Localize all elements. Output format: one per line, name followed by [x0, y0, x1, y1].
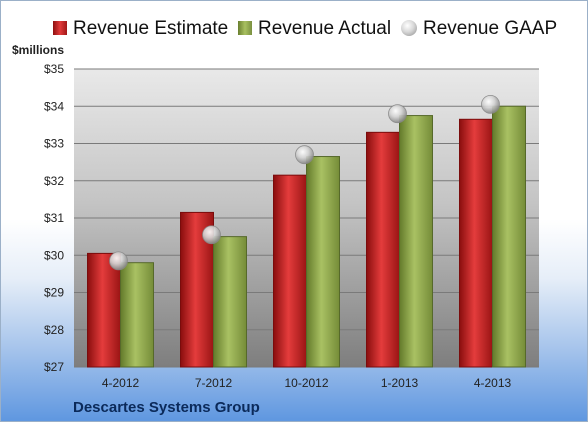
- legend-marker-gaap: [401, 20, 417, 36]
- bars: [87, 105, 526, 368]
- bar-revenue-actual: [120, 262, 154, 368]
- legend-swatch-estimate: [53, 21, 67, 35]
- x-tick-label: 10-2012: [284, 376, 328, 390]
- y-tick-label: $33: [44, 137, 64, 151]
- legend-label-gaap: Revenue GAAP: [423, 18, 558, 39]
- legend-item-revenue-estimate: Revenue Estimate: [53, 15, 228, 43]
- bar-revenue-actual: [306, 156, 340, 368]
- y-tick-label: $27: [44, 360, 64, 374]
- marker-revenue-gaap: [388, 104, 407, 124]
- y-tick-label: $32: [44, 174, 64, 188]
- y-tick-label: $29: [44, 286, 64, 300]
- bar-revenue-actual: [399, 115, 433, 368]
- x-tick-labels: 4-2012 7-2012 10-2012 1-2013 4-2013: [102, 376, 512, 390]
- legend-item-revenue-gaap: Revenue GAAP: [401, 15, 557, 43]
- legend-label-actual: Revenue Actual: [258, 18, 392, 39]
- bar-revenue-actual: [492, 105, 526, 368]
- bar-revenue-estimate: [87, 252, 121, 368]
- legend-label-estimate: Revenue Estimate: [73, 18, 229, 39]
- x-tick-label: 4-2012: [102, 376, 140, 390]
- y-tick-label: $30: [44, 248, 64, 262]
- y-tick-label: $28: [44, 323, 64, 337]
- bar-revenue-estimate: [366, 131, 400, 368]
- y-tick-label: $34: [44, 99, 64, 113]
- legend-swatch-actual: [238, 21, 252, 35]
- bar-revenue-actual: [213, 236, 247, 368]
- y-tick-label: $35: [44, 62, 64, 76]
- x-tick-label: 1-2013: [381, 376, 419, 390]
- x-tick-label: 4-2013: [474, 376, 512, 390]
- legend-item-revenue-actual: Revenue Actual: [238, 15, 391, 43]
- marker-revenue-gaap: [481, 94, 500, 114]
- x-tick-label: 7-2012: [195, 376, 233, 390]
- bar-revenue-estimate: [459, 118, 493, 368]
- marker-revenue-gaap: [109, 251, 128, 271]
- bar-revenue-estimate: [273, 174, 307, 368]
- marker-revenue-gaap: [202, 225, 221, 245]
- y-tick-label: $31: [44, 211, 64, 225]
- gaap-markers: [109, 94, 500, 271]
- company-name: Descartes Systems Group: [73, 399, 260, 416]
- legend: Revenue Estimate Revenue Actual Revenue …: [1, 15, 587, 43]
- marker-revenue-gaap: [295, 145, 314, 165]
- y-tick-labels: $27 $28 $29 $30 $31 $32 $33 $34 $35: [44, 62, 64, 374]
- y-axis-unit-label: $millions: [12, 43, 65, 57]
